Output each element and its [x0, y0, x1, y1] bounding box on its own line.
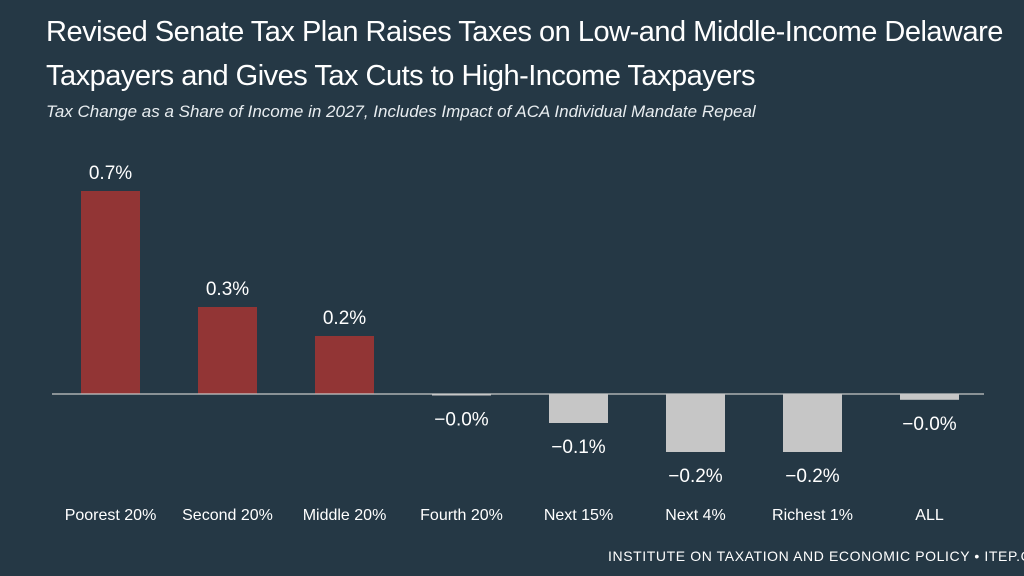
bar-8 [900, 394, 959, 400]
bar-1 [81, 191, 140, 394]
category-label-7: Richest 1% [772, 507, 853, 524]
category-label-6: Next 4% [665, 507, 725, 524]
bar-7 [783, 394, 842, 452]
chart-title: Revised Senate Tax Plan Raises Taxes on … [46, 16, 1003, 92]
category-label-4: Fourth 20% [420, 507, 503, 524]
bar-value-label-3: 0.2% [323, 308, 366, 329]
source-footer: INSTITUTE ON TAXATION AND ECONOMIC POLIC… [608, 548, 1024, 564]
chart-subtitle: Tax Change as a Share of Income in 2027,… [46, 102, 756, 121]
bar-2 [198, 307, 257, 394]
category-label-5: Next 15% [544, 507, 613, 524]
bar-3 [315, 336, 374, 394]
bar-value-label-2: 0.3% [206, 279, 249, 300]
bar-value-label-1: 0.7% [89, 163, 132, 184]
bar-5 [549, 394, 608, 423]
bar-4 [432, 394, 491, 396]
category-label-3: Middle 20% [303, 507, 387, 524]
bar-value-label-4: −0.0% [434, 409, 489, 430]
bar-value-label-8: −0.0% [902, 414, 957, 435]
bar-value-label-7: −0.2% [785, 466, 840, 487]
bar-value-label-6: −0.2% [668, 466, 723, 487]
category-label-1: Poorest 20% [65, 507, 157, 524]
category-label-2: Second 20% [182, 507, 273, 524]
category-label-8: ALL [915, 507, 944, 524]
bar-value-label-5: −0.1% [551, 437, 606, 458]
bar-6 [666, 394, 725, 452]
